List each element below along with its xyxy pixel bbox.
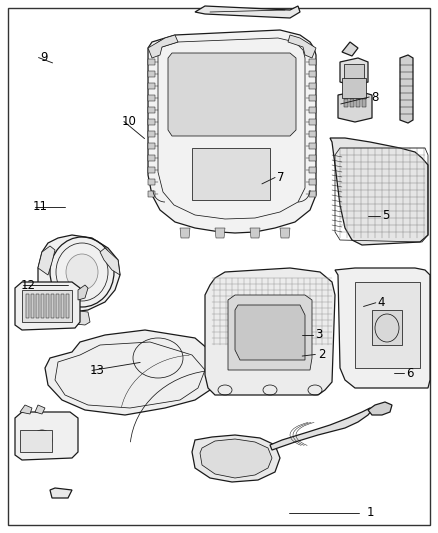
Polygon shape	[309, 167, 316, 173]
Polygon shape	[400, 55, 413, 123]
Text: 11: 11	[33, 200, 48, 213]
Polygon shape	[148, 179, 155, 185]
Ellipse shape	[32, 430, 52, 450]
Bar	[51, 294, 54, 318]
Bar	[66, 294, 69, 318]
Bar	[41, 294, 44, 318]
Polygon shape	[338, 91, 372, 122]
Text: 7: 7	[276, 171, 284, 184]
Polygon shape	[309, 71, 316, 77]
Polygon shape	[340, 58, 368, 86]
Polygon shape	[148, 119, 155, 125]
Text: 12: 12	[21, 279, 36, 292]
Polygon shape	[58, 338, 185, 402]
Bar	[26, 294, 29, 318]
Polygon shape	[148, 167, 155, 173]
Polygon shape	[148, 59, 155, 65]
Polygon shape	[168, 53, 296, 136]
Polygon shape	[148, 143, 155, 149]
Polygon shape	[205, 268, 335, 395]
Polygon shape	[15, 282, 80, 330]
Polygon shape	[342, 42, 358, 56]
Bar	[344, 64, 364, 80]
Polygon shape	[280, 228, 290, 238]
Polygon shape	[48, 308, 90, 325]
Polygon shape	[309, 95, 316, 101]
Polygon shape	[20, 405, 32, 414]
Polygon shape	[38, 235, 120, 312]
Text: 8: 8	[371, 91, 378, 103]
Text: 2: 2	[318, 348, 326, 361]
Text: 1: 1	[366, 506, 374, 519]
Polygon shape	[309, 131, 316, 137]
Polygon shape	[148, 71, 155, 77]
Polygon shape	[15, 412, 78, 460]
Polygon shape	[148, 191, 155, 197]
Polygon shape	[215, 228, 225, 238]
Polygon shape	[228, 295, 312, 370]
Polygon shape	[309, 59, 316, 65]
Text: 6: 6	[406, 367, 413, 379]
Bar	[56, 294, 59, 318]
Text: 5: 5	[382, 209, 389, 222]
Bar	[362, 99, 366, 107]
Polygon shape	[195, 6, 300, 18]
Polygon shape	[45, 330, 218, 415]
Polygon shape	[35, 405, 45, 414]
Polygon shape	[335, 268, 430, 388]
Polygon shape	[309, 155, 316, 161]
Text: 3: 3	[315, 328, 322, 341]
Polygon shape	[148, 30, 316, 233]
Polygon shape	[148, 95, 155, 101]
Polygon shape	[50, 488, 72, 498]
Polygon shape	[148, 35, 178, 58]
Bar	[22, 290, 72, 322]
Polygon shape	[309, 107, 316, 113]
Text: 13: 13	[90, 364, 105, 377]
Polygon shape	[148, 107, 155, 113]
Polygon shape	[148, 155, 155, 161]
Bar	[31, 294, 34, 318]
Polygon shape	[288, 35, 316, 58]
Bar	[46, 294, 49, 318]
Polygon shape	[38, 246, 55, 275]
Bar	[344, 99, 348, 107]
Polygon shape	[180, 228, 190, 238]
Polygon shape	[309, 119, 316, 125]
Polygon shape	[330, 138, 428, 245]
Polygon shape	[309, 83, 316, 89]
Polygon shape	[355, 282, 420, 368]
Polygon shape	[309, 191, 316, 197]
Polygon shape	[250, 228, 260, 238]
Bar	[61, 294, 64, 318]
Bar	[356, 99, 360, 107]
Text: 4: 4	[377, 296, 385, 309]
Polygon shape	[100, 248, 120, 275]
Polygon shape	[200, 439, 272, 478]
Polygon shape	[372, 310, 402, 345]
Polygon shape	[148, 83, 155, 89]
Ellipse shape	[66, 254, 98, 290]
Polygon shape	[78, 285, 88, 300]
Polygon shape	[270, 408, 372, 450]
Polygon shape	[148, 131, 155, 137]
Text: 9: 9	[40, 51, 48, 64]
Polygon shape	[235, 305, 305, 360]
Polygon shape	[309, 179, 316, 185]
Polygon shape	[192, 435, 280, 482]
Text: 10: 10	[122, 115, 137, 128]
Bar	[342, 78, 366, 98]
Bar	[36, 294, 39, 318]
Polygon shape	[192, 148, 270, 200]
Bar	[350, 99, 354, 107]
Bar	[20, 430, 52, 452]
Polygon shape	[309, 143, 316, 149]
Polygon shape	[368, 402, 392, 415]
